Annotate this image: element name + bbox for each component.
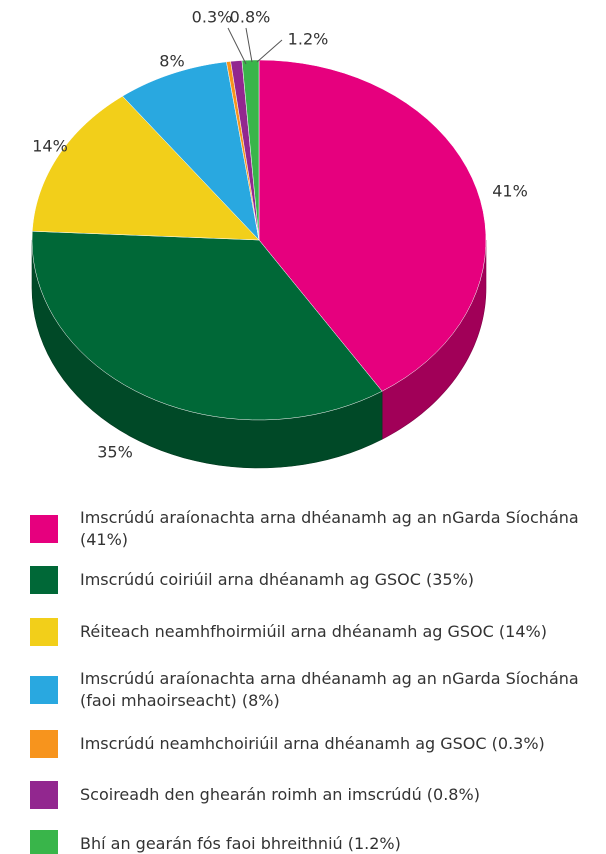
legend-swatch bbox=[30, 618, 58, 646]
legend-swatch bbox=[30, 781, 58, 809]
legend-label: Imscrúdú araíonachta arna dhéanamh ag an… bbox=[80, 508, 579, 549]
legend-label: Imscrúdú coiriúil arna dhéanamh ag GSOC … bbox=[80, 570, 475, 589]
data-label: 1.2% bbox=[288, 30, 329, 49]
data-label: 41% bbox=[492, 182, 528, 201]
legend-swatch bbox=[30, 676, 58, 704]
legend-item: Imscrúdú coiriúil arna dhéanamh ag GSOC … bbox=[30, 566, 580, 594]
slice bbox=[230, 60, 260, 241]
chart: 41% 35% 14% 8% 0.3%0.8% 1.2% bbox=[31, 8, 528, 469]
legend-item: Réiteach neamhfhoirmiúil arna dhéanamh a… bbox=[30, 618, 580, 646]
legend-item: Scoireadh den ghearán roimh an imscrúdú … bbox=[30, 781, 580, 809]
slice bbox=[258, 59, 487, 392]
slice bbox=[226, 61, 260, 241]
data-label: 35% bbox=[97, 443, 133, 462]
data-label: 0.8% bbox=[230, 8, 271, 27]
legend-swatch bbox=[30, 730, 58, 758]
slice bbox=[31, 231, 383, 421]
slice bbox=[31, 95, 260, 241]
legend-item: Imscrúdú araíonachta arna dhéanamh ag an… bbox=[30, 668, 580, 712]
legend-swatch bbox=[30, 515, 58, 543]
legend-item: Bhí an gearán fós faoi bhreithniú (1.2%) bbox=[30, 830, 580, 854]
data-label: 14% bbox=[32, 137, 68, 156]
legend-swatch bbox=[30, 566, 58, 594]
legend-item: Imscrúdú neamhchoiriúil arna dhéanamh ag… bbox=[30, 730, 580, 758]
legend-label: Bhí an gearán fós faoi bhreithniú (1.2%) bbox=[80, 834, 401, 853]
data-label: 8% bbox=[159, 52, 184, 71]
legend-label: Imscrúdú neamhchoiriúil arna dhéanamh ag… bbox=[80, 734, 545, 753]
legend-label: Réiteach neamhfhoirmiúil arna dhéanamh a… bbox=[80, 622, 547, 641]
legend-label: Scoireadh den ghearán roimh an imscrúdú … bbox=[80, 785, 480, 804]
data-label: 0.3% bbox=[192, 8, 233, 27]
leader-lines bbox=[227, 27, 283, 65]
legend-label: Imscrúdú araíonachta arna dhéanamh ag an… bbox=[80, 669, 579, 710]
legend-item: Imscrúdú araíonachta arna dhéanamh ag an… bbox=[30, 507, 580, 551]
legend-swatch bbox=[30, 830, 58, 854]
slice bbox=[122, 61, 260, 241]
